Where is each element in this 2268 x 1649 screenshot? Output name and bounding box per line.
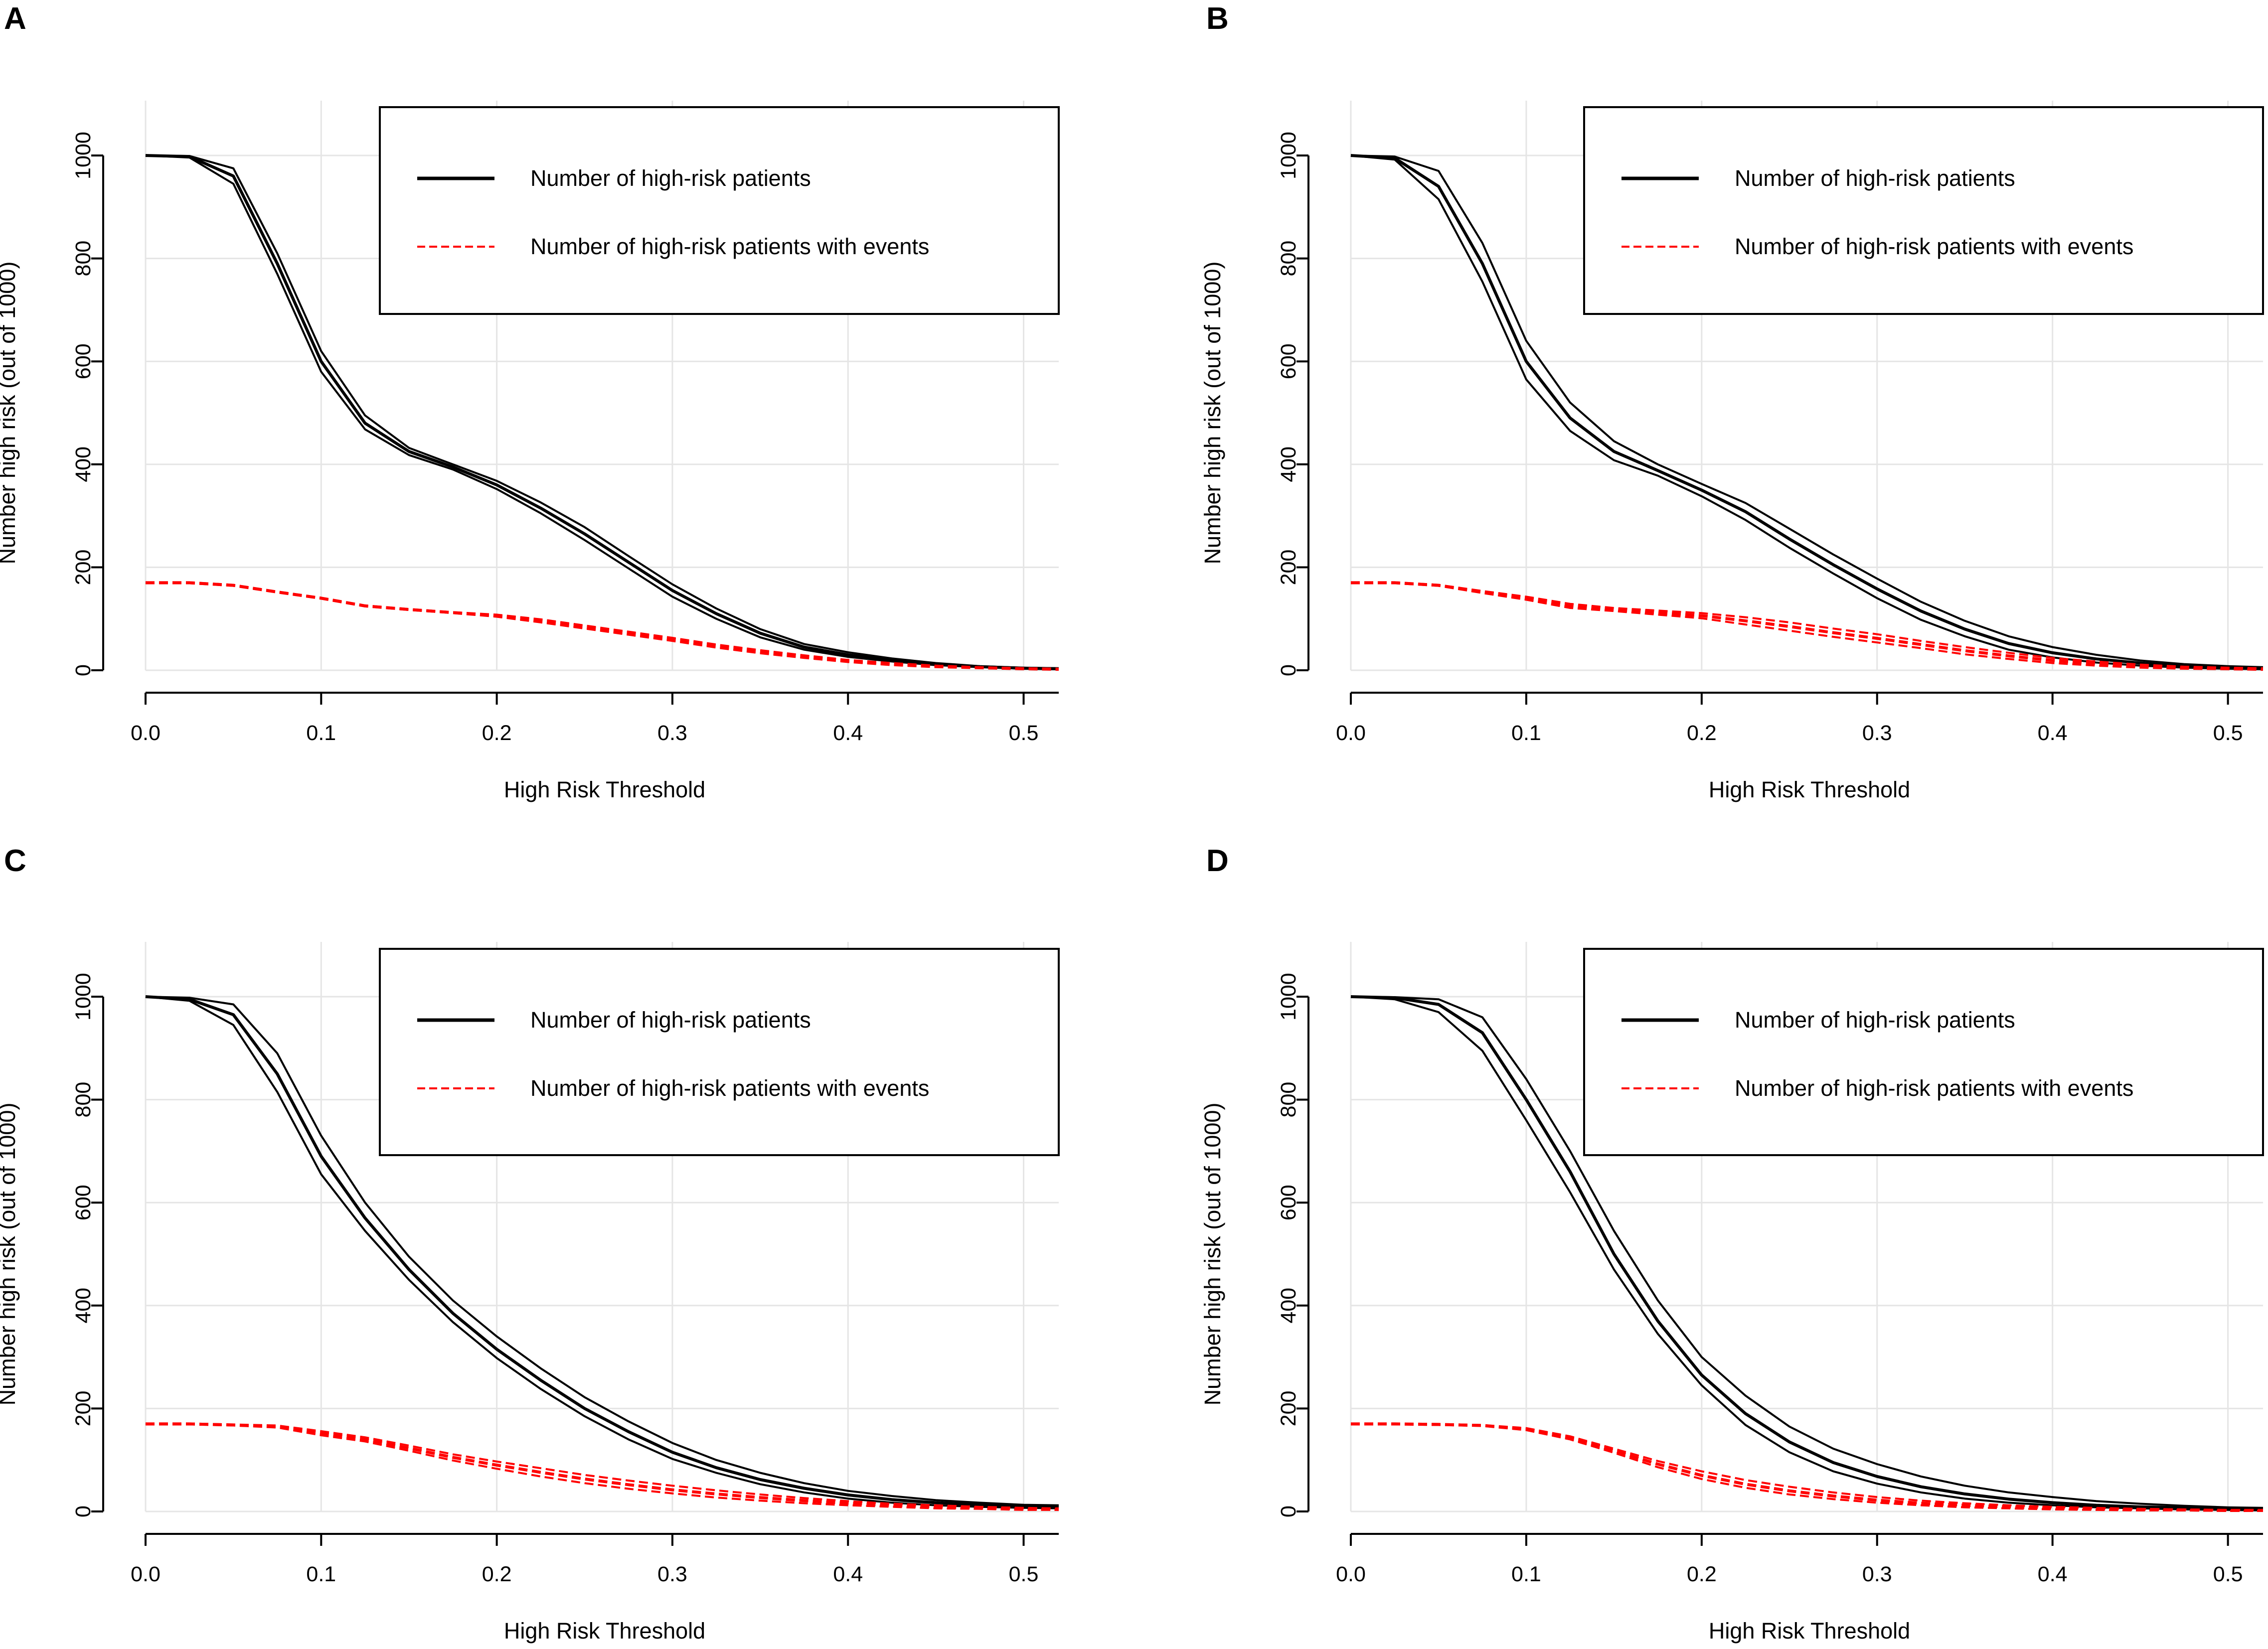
panel-d-x-tick-label-0: 0.0 [1336,1562,1366,1586]
panel-d-legend [1583,948,2264,1156]
panel-c-series-4 [146,1422,1059,1509]
panel-a-legend-label-patients: Number of high-risk patients [530,165,811,191]
panel-d-x-axis-title: High Risk Threshold [1709,1618,1910,1644]
panel-b-y-tick-label-2: 400 [1277,447,1300,482]
panel-b-series-5 [1351,582,2264,671]
panel-d-x-tick-label-1: 0.1 [1511,1562,1541,1586]
panel-a-y-tick-label-3: 600 [71,343,95,379]
panel-a-x-tick-label-3: 0.3 [657,721,687,745]
panel-a-series-0 [145,154,1059,670]
panel-c-legend-label-patients: Number of high-risk patients [530,1007,811,1033]
panel-a-letter: A [4,1,26,36]
panel-c-x-tick-label-1: 0.1 [306,1562,336,1586]
panel-d-x-tick-label-5: 0.5 [2213,1562,2243,1586]
panel-d-series-4 [1351,1422,2263,1511]
panel-c-x-tick-label-4: 0.4 [833,1562,863,1586]
panel-a-x-axis-title: High Risk Threshold [504,777,705,802]
panel-b-series-3 [1351,581,2264,671]
panel-a-legend-label-events: Number of high-risk patients with events [530,234,929,259]
panel-b-x-tick-label-4: 0.4 [2038,721,2068,745]
panel-c-y-tick-label-3: 600 [71,1185,95,1220]
panel-c-y-tick-label-1: 200 [71,1391,95,1427]
panel-d-series-3 [1351,1422,2263,1512]
panel-d-series-5 [1351,1423,2263,1512]
panel-b-legend-label-events: Number of high-risk patients with events [1735,234,2133,259]
panel-b-y-tick-label-1: 200 [1277,550,1300,586]
panel-d-y-tick-label-4: 800 [1277,1082,1300,1118]
panel-b-series-4 [1351,581,2264,669]
panel-d-y-tick-label-0: 0 [1277,1505,1300,1517]
panel-a-y-tick-label-1: 200 [71,550,95,586]
panel-a-series-2 [145,154,1059,670]
panel-b-letter: B [1206,1,1229,36]
panel-c-y-tick-label-5: 1000 [71,973,95,1021]
panel-c-legend [379,948,1060,1156]
panel-c-x-tick-label-0: 0.0 [131,1562,161,1586]
panel-a-x-tick-label-1: 0.1 [306,721,336,745]
panel-a-y-tick-label-5: 1000 [71,132,95,179]
panel-b-y-tick-label-5: 1000 [1277,132,1300,179]
panel-a: A 0 200 400 600 800 1000 Number high risk (out … [0,1,1060,802]
panel-c-letter: C [4,844,26,878]
panel-c-x-tick-label-2: 0.2 [482,1562,512,1586]
panel-b-x-tick-label-2: 0.2 [1687,721,1717,745]
panel-b-y-tick-label-3: 600 [1277,343,1300,379]
panel-d-letter: D [1206,844,1229,878]
panel-c-series-5 [146,1423,1059,1511]
panel-b-series-0 [1350,154,2264,670]
panel-d-series-0 [1350,995,2264,1511]
panel-d-y-tick-label-2: 400 [1277,1288,1300,1324]
panel-c-y-axis-title: Number high risk (out of 1000) [0,1103,20,1406]
panel-d-legend-label-events: Number of high-risk patients with events [1735,1075,2133,1101]
panel-c-legend-label-events: Number of high-risk patients with events [530,1075,929,1101]
panel-d-y-tick-label-5: 1000 [1277,973,1300,1021]
panel-b-x-tick-label-0: 0.0 [1336,721,1366,745]
panel-d-y-tick-label-1: 200 [1277,1391,1300,1427]
panel-a-series-4 [146,581,1059,670]
panel-c-x-axis-title: High Risk Threshold [504,1618,705,1644]
panel-d-series-1 [1350,996,2264,1509]
panel-c: C 0 200 400 600 800 1000 Number high risk (out … [0,844,1060,1644]
panel-a-x-tick-label-4: 0.4 [833,721,863,745]
panel-b-y-axis-title: Number high risk (out of 1000) [1200,262,1225,565]
panel-a-x-tick-label-0: 0.0 [131,721,161,745]
panel-b-x-axis-title: High Risk Threshold [1709,777,1910,802]
panel-d-legend-label-patients: Number of high-risk patients [1735,1007,2015,1033]
panel-c-series-0 [145,995,1059,1508]
panel-a-legend [379,106,1060,315]
panel-a-series-3 [146,581,1059,671]
panel-b-legend-label-patients: Number of high-risk patients [1735,165,2015,191]
panel-a-x-tick-label-2: 0.2 [482,721,512,745]
panel-b-y-tick-label-4: 800 [1277,241,1300,277]
panel-a-series-5 [146,582,1059,671]
panel-c-x-tick-label-5: 0.5 [1009,1562,1039,1586]
panel-b-x-tick-label-5: 0.5 [2213,721,2243,745]
panel-b-legend [1583,106,2264,315]
panel-d-y-tick-label-3: 600 [1277,1185,1300,1220]
panel-c-series-1 [145,996,1059,1506]
panel-d: D 0 200 400 600 800 1000 Number high risk (out … [1200,844,2264,1644]
panel-c-y-tick-label-0: 0 [71,1505,95,1517]
panel-a-y-tick-label-2: 400 [71,447,95,482]
panel-d-x-tick-label-4: 0.4 [2038,1562,2068,1586]
panel-b: B 0 200 400 600 800 1000 Number high risk (out … [1200,1,2264,802]
panel-b-x-tick-label-1: 0.1 [1511,721,1541,745]
panel-a-y-axis-title: Number high risk (out of 1000) [0,262,20,565]
panel-b-y-tick-label-0: 0 [1277,664,1300,676]
panel-d-y-axis-title: Number high risk (out of 1000) [1200,1103,1225,1406]
panel-a-y-tick-label-0: 0 [71,664,95,676]
panel-d-x-tick-label-3: 0.3 [1862,1562,1892,1586]
panel-c-y-tick-label-2: 400 [71,1288,95,1324]
panel-c-series-3 [146,1422,1059,1511]
panel-a-y-tick-label-4: 800 [71,241,95,277]
panel-d-x-tick-label-2: 0.2 [1687,1562,1717,1586]
panel-b-series-1 [1350,154,2264,668]
panel-a-x-tick-label-5: 0.5 [1009,721,1039,745]
panel-a-series-1 [145,154,1059,669]
panel-b-x-tick-label-3: 0.3 [1862,721,1892,745]
panel-c-y-tick-label-4: 800 [71,1082,95,1118]
panel-c-x-tick-label-3: 0.3 [657,1562,687,1586]
